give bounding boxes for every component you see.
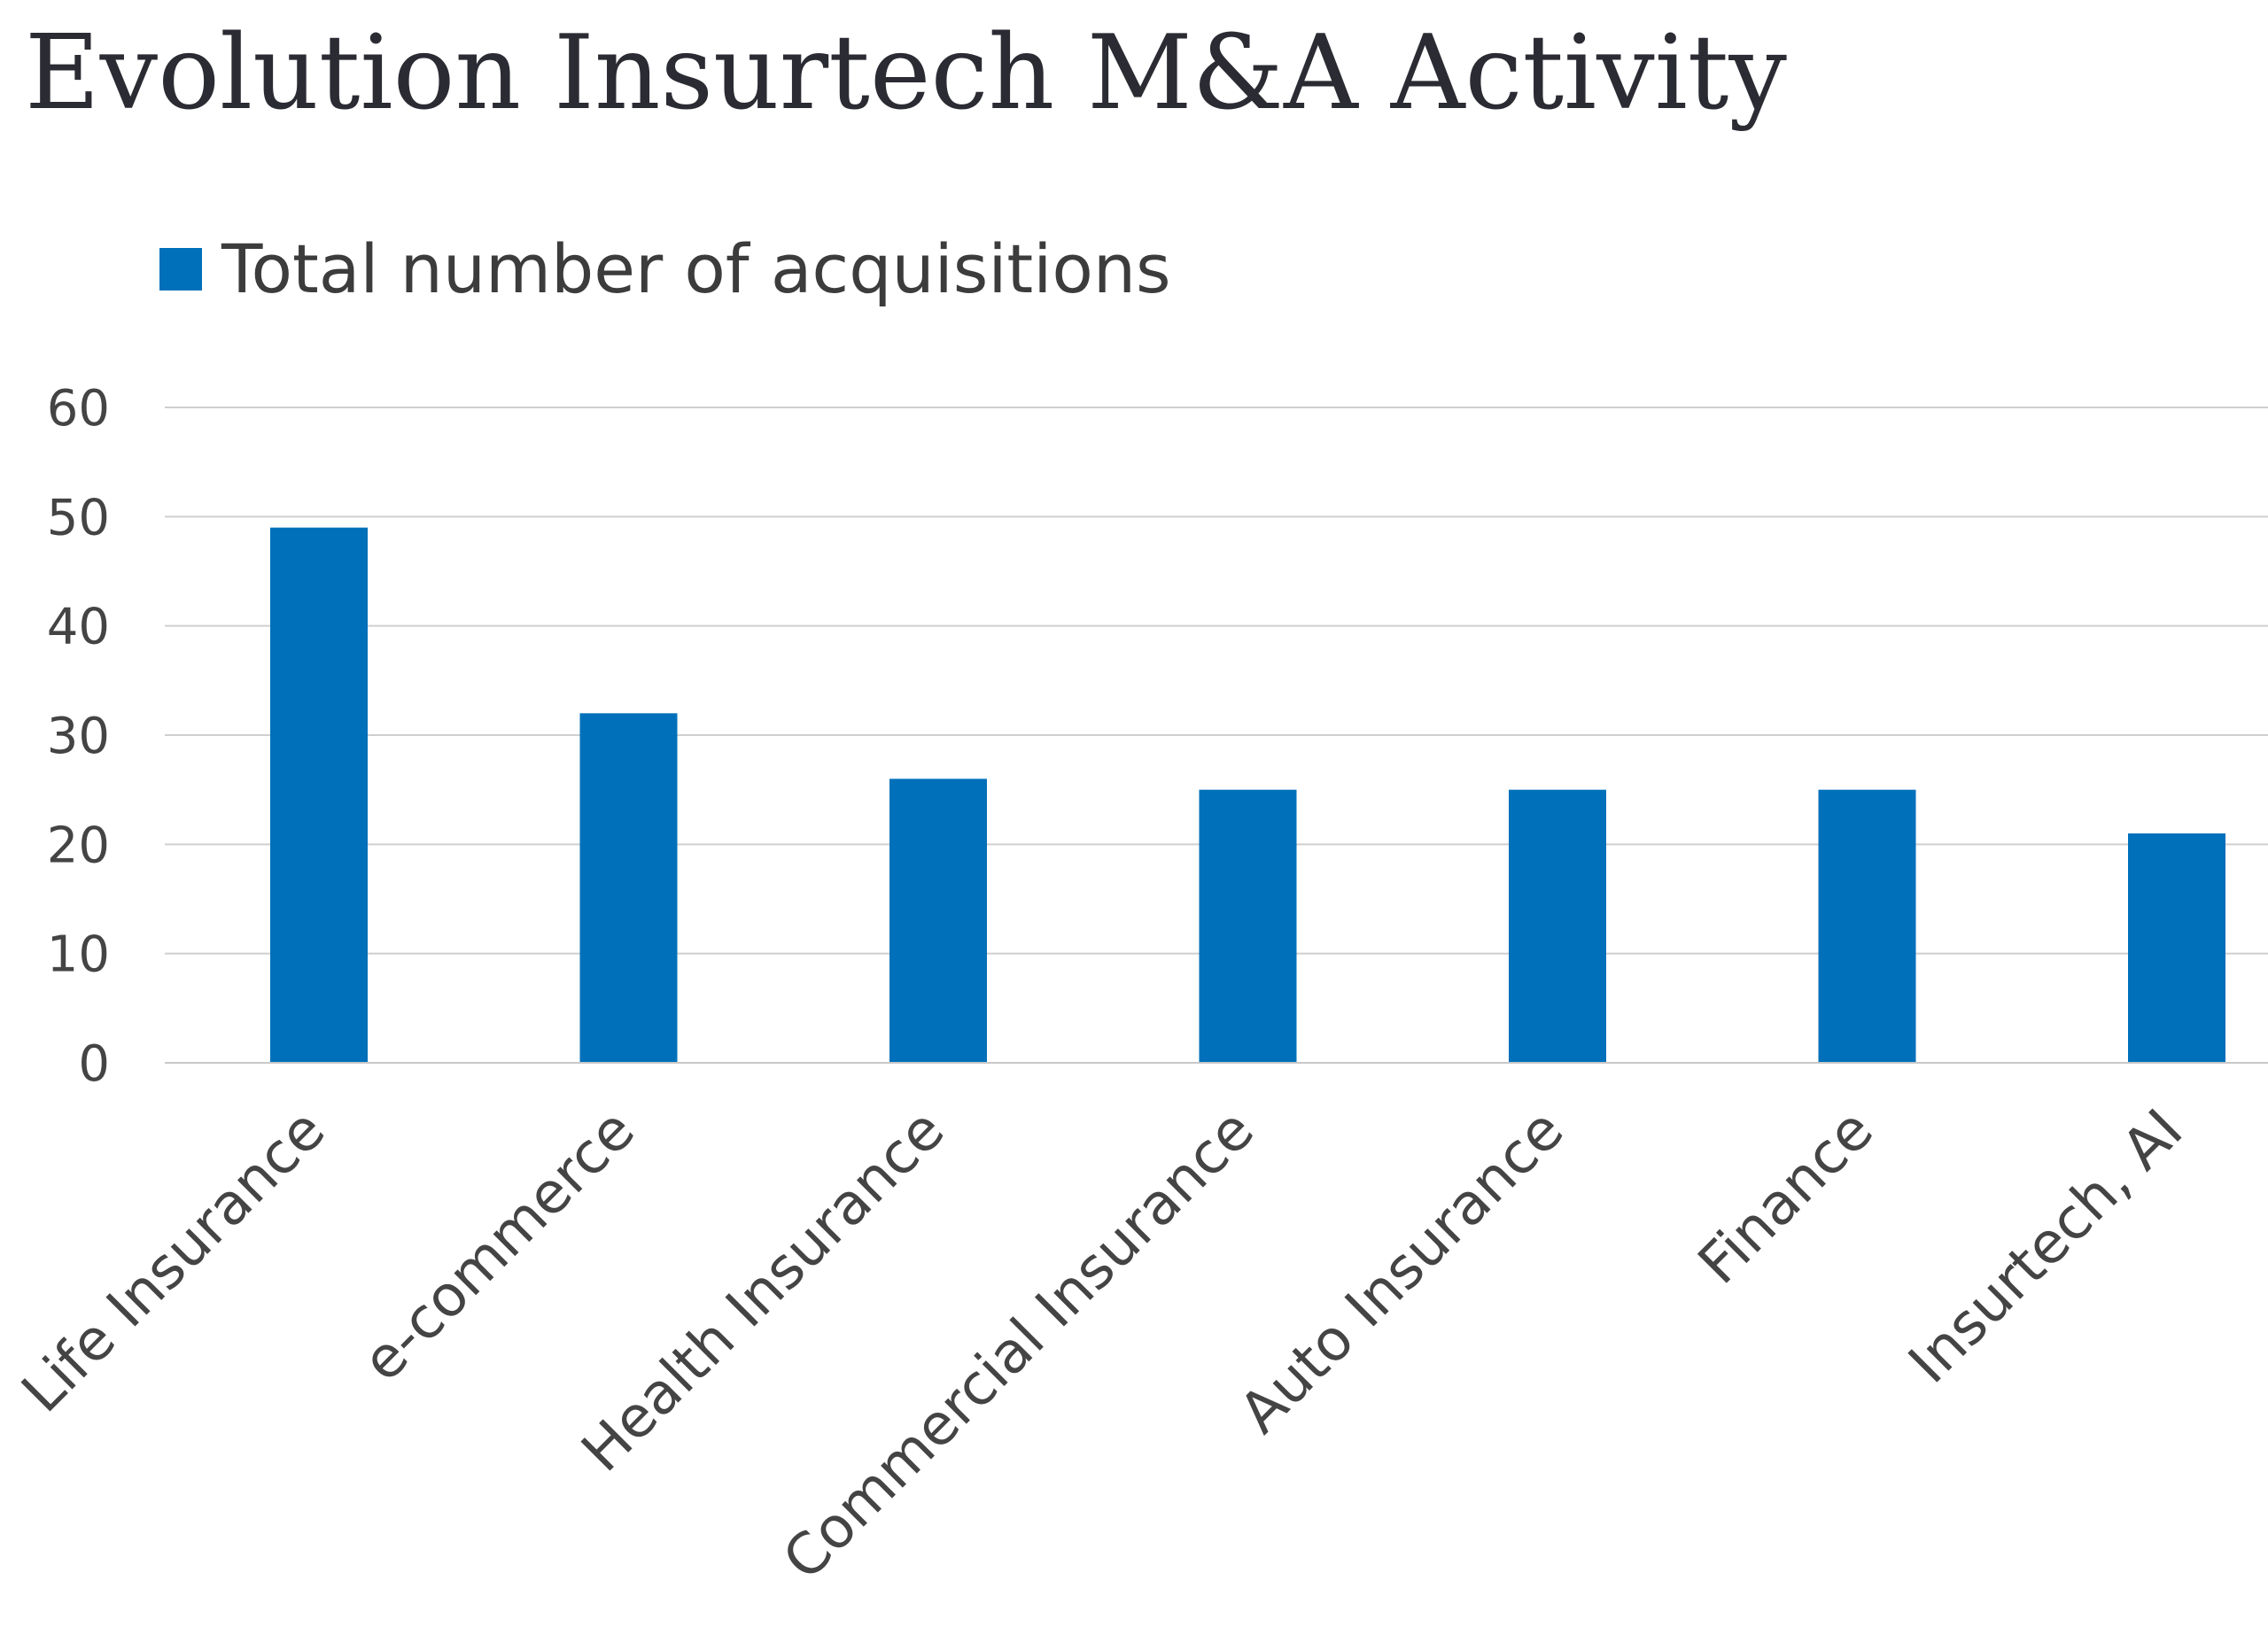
x-category-label: e-commerce (350, 1097, 647, 1394)
y-tick-label: 20 (47, 817, 110, 874)
bar-4 (1509, 789, 1606, 1063)
x-category-label: Insurtech, AI (1897, 1097, 2195, 1396)
bar-2 (889, 779, 987, 1063)
x-category-label: Life Insurance (10, 1097, 338, 1425)
y-tick-label: 0 (78, 1035, 110, 1093)
y-tick-label: 60 (47, 380, 110, 438)
bar-6 (2128, 833, 2225, 1063)
legend: Total number of acquisitions (159, 229, 1171, 308)
bar-0 (270, 527, 368, 1063)
bars (270, 527, 2225, 1063)
y-axis-tick-labels: 0 10 20 30 40 50 60 (47, 380, 110, 1093)
y-tick-label: 40 (47, 599, 110, 656)
y-tick-label: 10 (47, 926, 110, 984)
y-tick-label: 30 (47, 708, 110, 765)
bar-1 (579, 713, 678, 1063)
bar-5 (1818, 789, 1916, 1063)
bar-3 (1199, 789, 1297, 1063)
legend-label: Total number of acquisitions (221, 229, 1171, 308)
x-category-label: Finance (1686, 1097, 1885, 1297)
x-category-label: Auto Insurance (1227, 1097, 1576, 1446)
legend-swatch (159, 248, 202, 291)
y-tick-label: 50 (47, 489, 110, 546)
gridlines (165, 407, 2268, 955)
chart-title: Evolution Insurtech M&A Activity (25, 13, 1787, 133)
